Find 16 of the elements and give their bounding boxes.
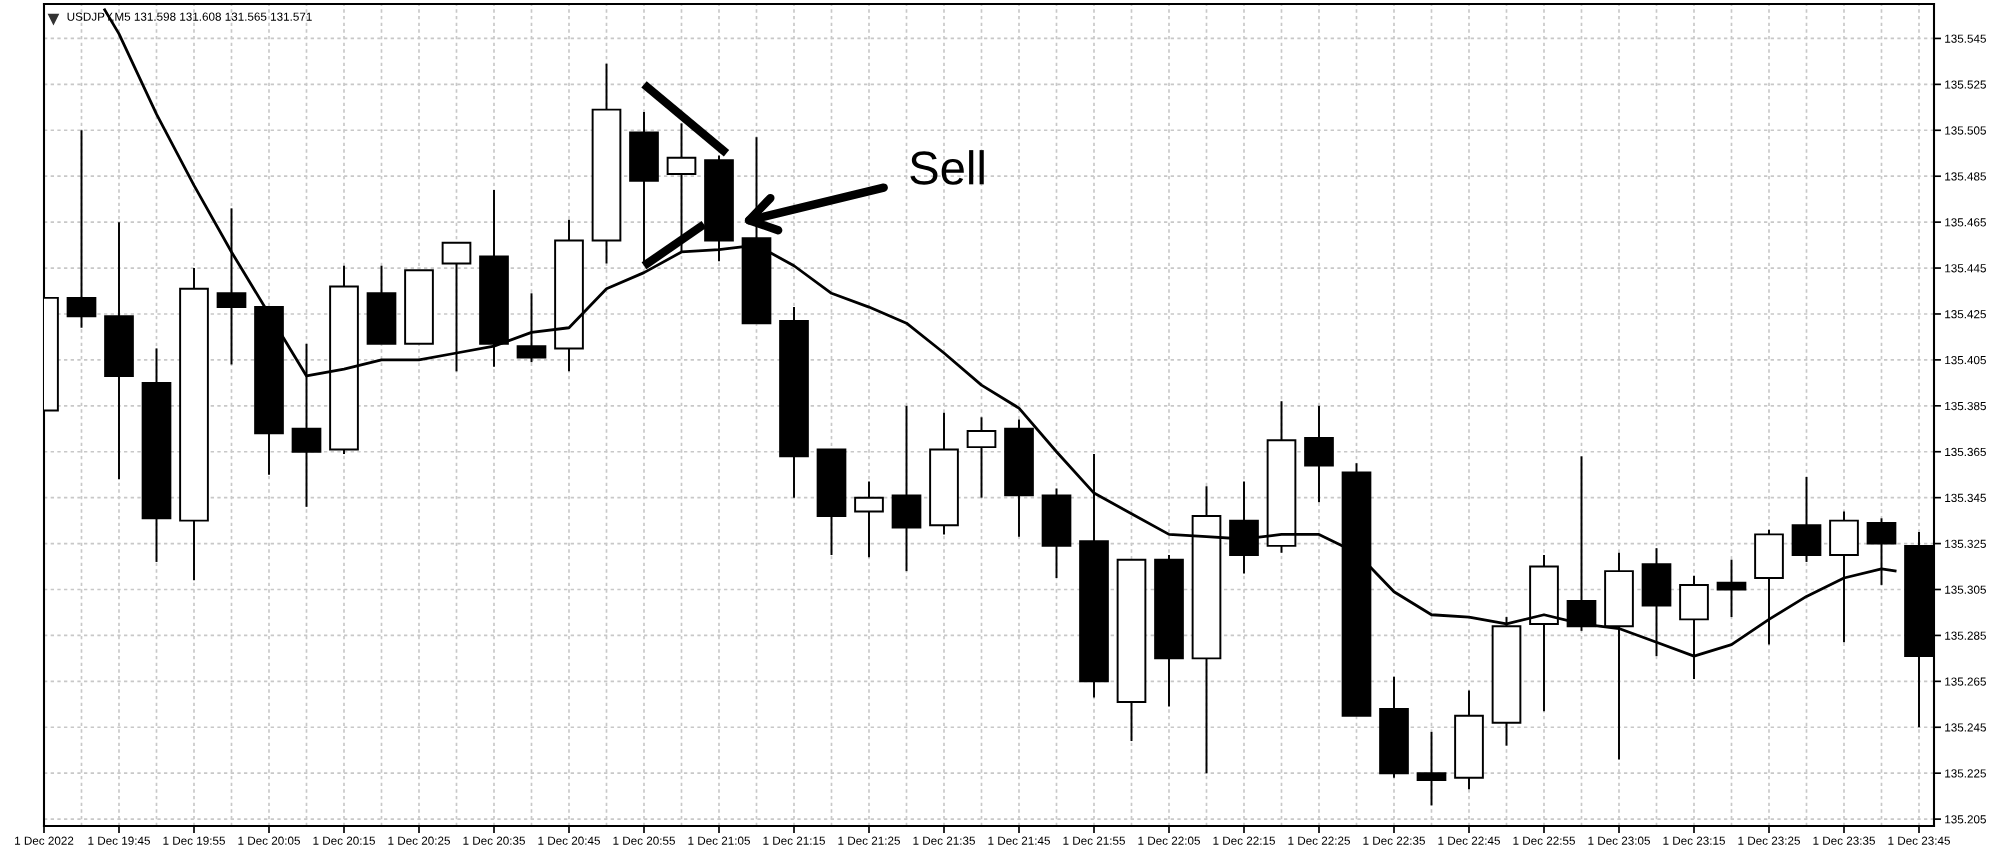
candlestick [1791, 476, 1822, 563]
candlestick [1304, 404, 1334, 504]
candlestick [291, 342, 322, 508]
annotation: Sell [910, 150, 984, 185]
candlestick [441, 241, 472, 373]
candlestick [216, 207, 247, 366]
candlestick [516, 292, 547, 364]
candlestick [966, 416, 997, 499]
candlestick [891, 404, 922, 573]
candlestick [1754, 528, 1784, 646]
candlestick [1229, 480, 1259, 575]
candlestick [1829, 510, 1859, 644]
candlestick [1716, 558, 1747, 619]
candlestick [854, 480, 884, 559]
candlestick [1416, 730, 1447, 807]
candlestick [66, 129, 97, 329]
